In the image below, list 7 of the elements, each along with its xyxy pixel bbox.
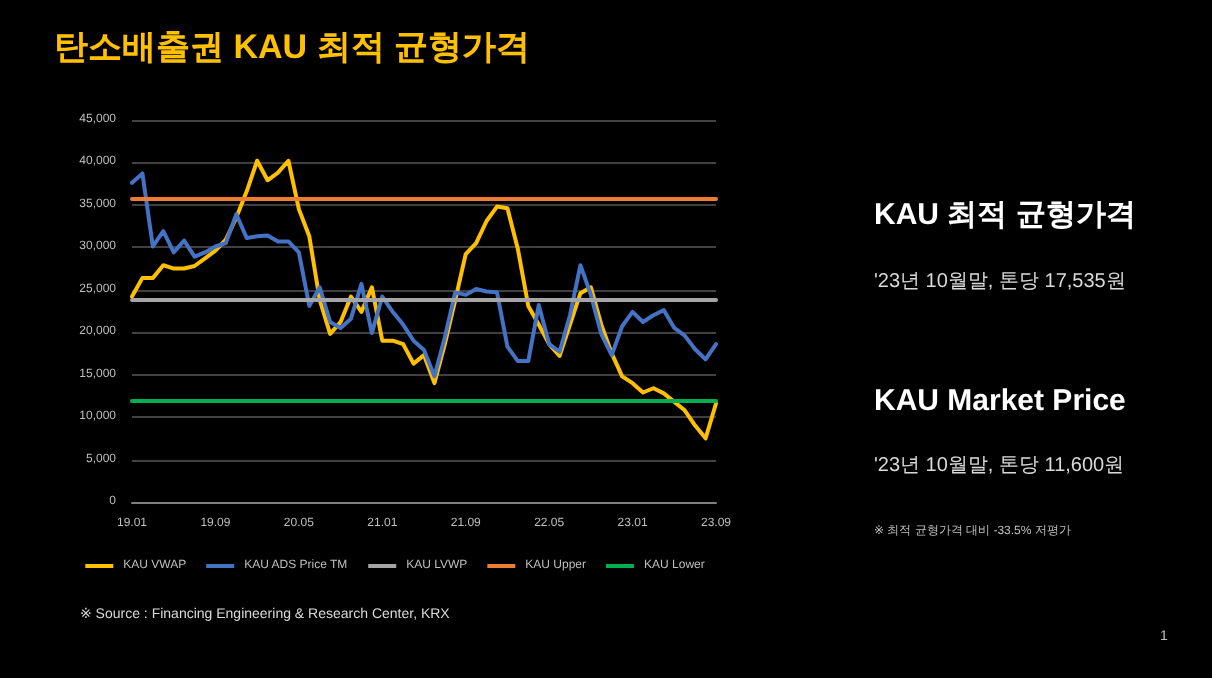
line-series bbox=[130, 158, 718, 441]
text: KAU 최적 균형가격 bbox=[874, 198, 1136, 232]
text: '23년 10월말, 톤당 11,600원 bbox=[874, 455, 1125, 477]
chart-title: 탄소배출권 KAU 최적 균형가격 bbox=[54, 28, 530, 66]
text: '23년 10월말, 톤당 17,535원 bbox=[874, 271, 1126, 293]
line-series bbox=[130, 171, 718, 379]
text: KAU Market Price bbox=[874, 384, 1126, 418]
